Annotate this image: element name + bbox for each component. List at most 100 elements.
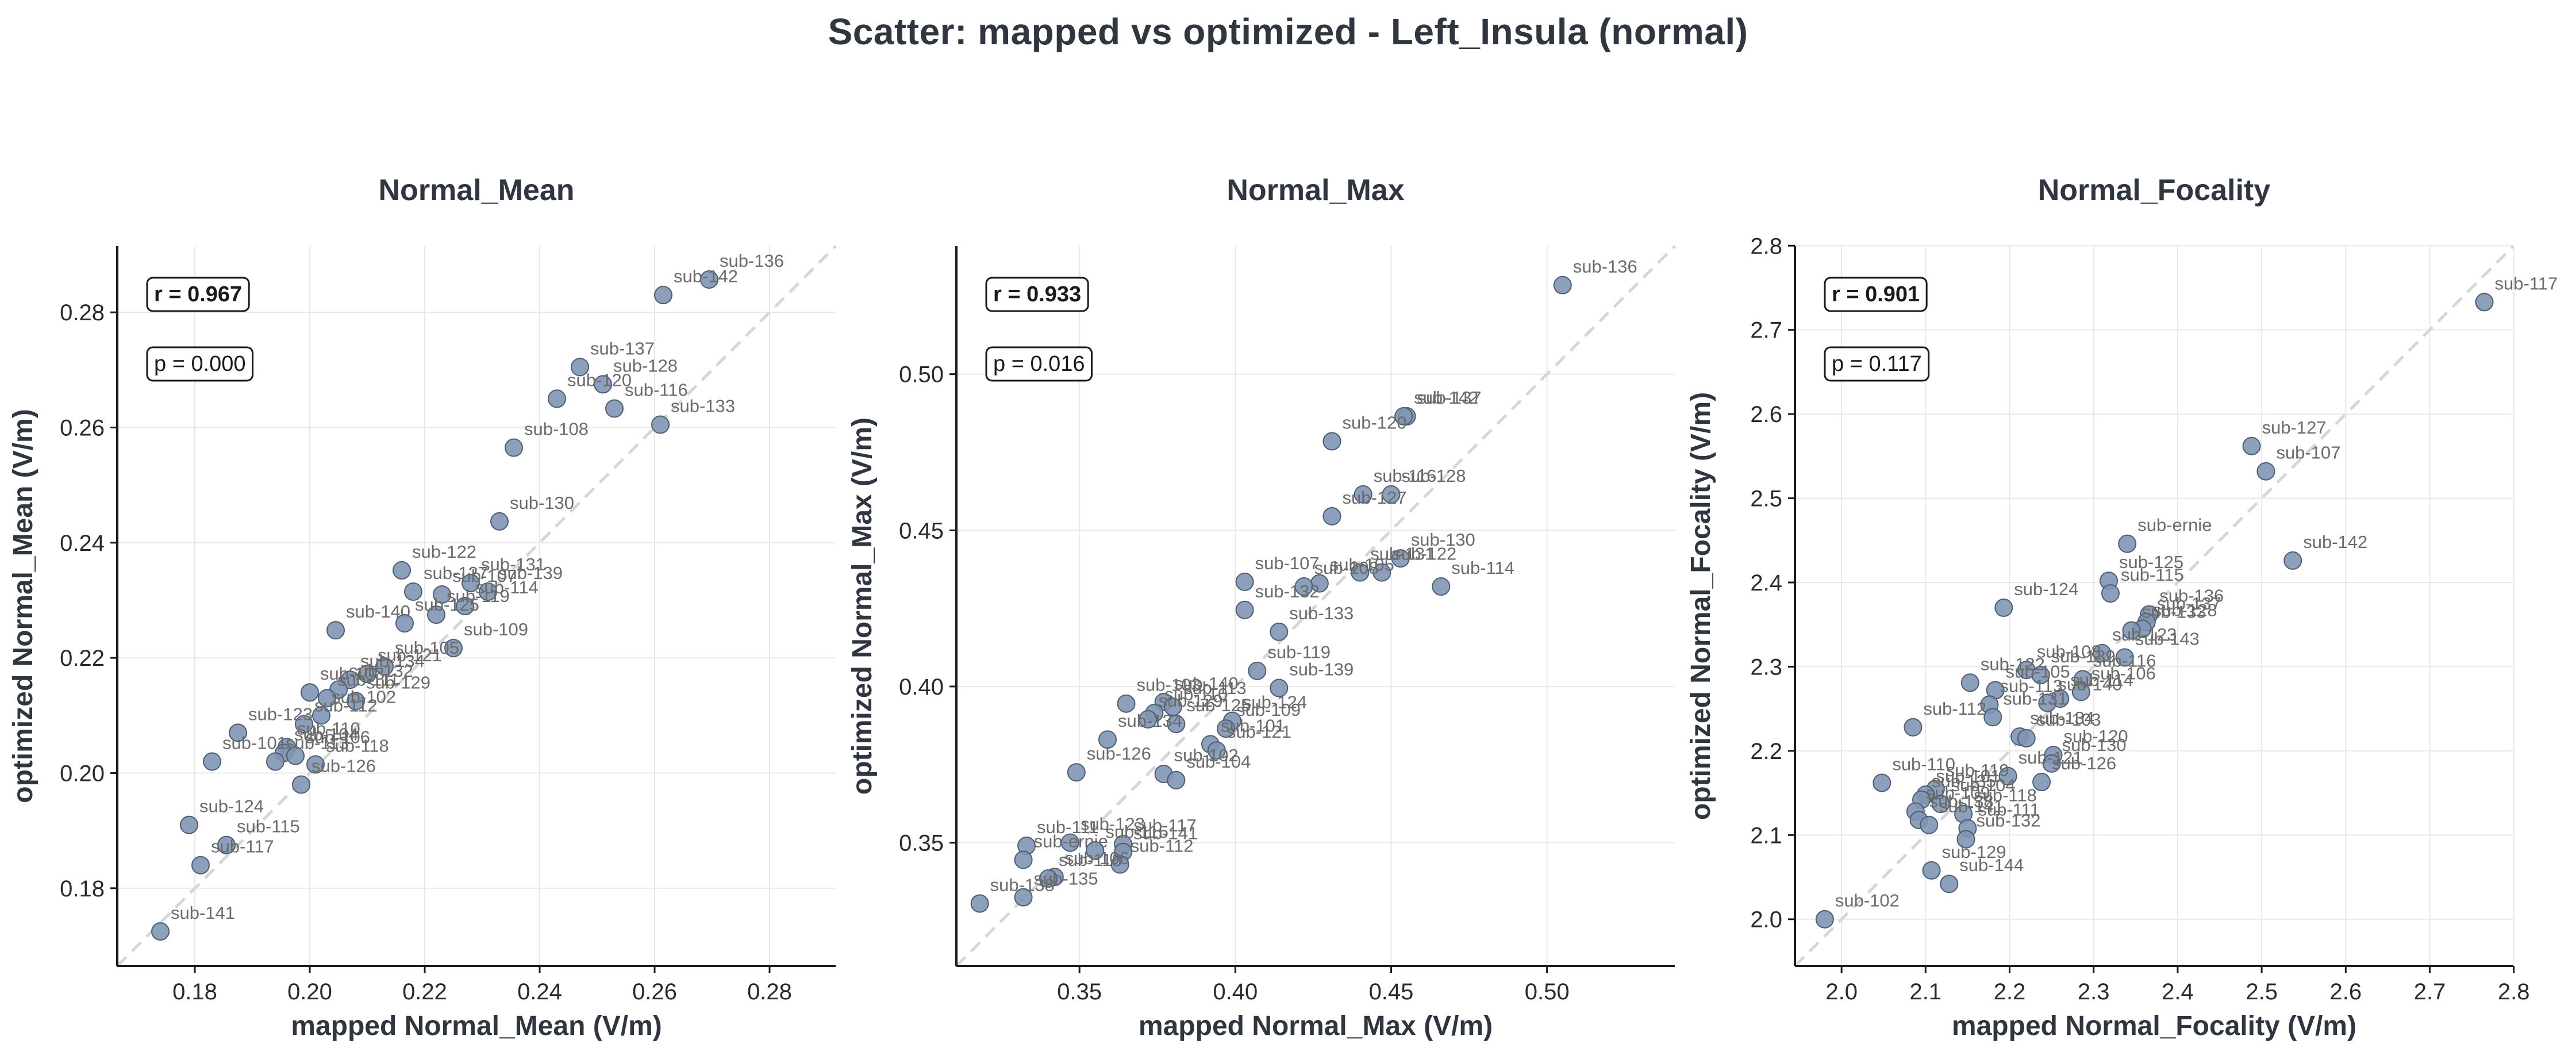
panel-normal-focality: 2.0 2.1 2.2 2.3 2.4 2.5 2.6 2.7 2.8 2.0 2.1 2.2 2.3 2… [1686, 174, 2558, 1041]
point-label: sub-135 [1034, 869, 1098, 889]
point-label: sub-127 [1342, 488, 1406, 508]
point-label: sub-101 [222, 733, 287, 753]
data-point [292, 775, 310, 794]
data-point [654, 286, 672, 305]
data-point [433, 585, 451, 604]
y-tick-label: 2.2 [1750, 739, 1782, 764]
x-tick-label: 0.18 [172, 979, 217, 1005]
data-point [651, 415, 670, 434]
x-axis-label: mapped Normal_Max (V/m) [1139, 1011, 1493, 1041]
point-label: sub-118 [1059, 850, 1122, 870]
x-tick-label: 0.26 [632, 979, 677, 1005]
data-point [2071, 683, 2090, 702]
point-label: sub-107 [2276, 443, 2340, 463]
point-label: sub-120 [567, 370, 632, 390]
point-label: sub-143 [2135, 628, 2200, 649]
point-label: sub-115 [237, 816, 300, 837]
y-tick-label: 0.45 [899, 518, 944, 543]
point-label: sub-124 [2014, 579, 2078, 599]
p-stat-box [1824, 346, 1930, 382]
x-tick-label: 2.8 [2498, 979, 2530, 1005]
data-point [203, 752, 221, 771]
data-point [505, 438, 523, 457]
point-label: sub-107 [1255, 553, 1320, 573]
data-point [1956, 830, 1975, 849]
point-label: sub-132 [349, 661, 413, 681]
point-label: sub-101 [1221, 715, 1285, 735]
data-point [1117, 694, 1136, 713]
point-label: sub-117 [2495, 273, 2558, 293]
panel-title-normal-focality: Normal_Focality [2038, 174, 2271, 207]
data-point [1167, 770, 1186, 789]
y-tick-label: 2.0 [1750, 907, 1782, 933]
point-label: sub-128 [2153, 600, 2217, 620]
data-point [2118, 534, 2137, 553]
point-label: sub-110 [1164, 684, 1228, 704]
point-label: sub-112 [1131, 835, 1194, 856]
y-tick-label: 0.20 [60, 761, 105, 786]
panel-normal-mean: 0.18 0.20 0.22 0.24 0.26 0.28 0.18 0.20 0.22 0.24… [8, 174, 837, 1041]
data-point [312, 706, 330, 725]
x-tick-label: 2.0 [1825, 979, 1858, 1005]
data-point [318, 689, 336, 708]
point-label: sub-142 [2303, 532, 2367, 552]
data-point [700, 270, 718, 289]
x-tick-label: 0.24 [517, 979, 562, 1005]
y-tick-label: 0.26 [60, 416, 105, 441]
point-label: sub-126 [312, 756, 376, 776]
data-point [1217, 719, 1236, 738]
data-point [1983, 708, 2002, 727]
point-label: sub-110 [1892, 754, 1955, 775]
y-tick-label: 0.40 [899, 674, 944, 700]
point-label: sub-114 [475, 577, 539, 597]
data-point [1139, 710, 1158, 729]
point-label: sub-123 [1081, 814, 1145, 834]
panel-title-normal-max: Normal_Max [1227, 174, 1404, 207]
x-tick-label: 0.28 [747, 979, 792, 1005]
point-label: sub-108 [1314, 558, 1379, 578]
data-point [2256, 462, 2275, 481]
point-label: sub-117 [211, 837, 274, 857]
point-label: sub-126 [2052, 753, 2116, 773]
data-point [1060, 833, 1079, 852]
y-axis-label: optimized Normal_Mean (V/m) [8, 409, 39, 803]
point-label: sub-124 [1243, 692, 1307, 712]
data-point [1904, 718, 1923, 737]
data-point [1322, 507, 1341, 526]
y-tick-label: 0.22 [60, 646, 105, 671]
data-point [2031, 666, 2050, 685]
point-label: sub-121 [378, 645, 442, 665]
x-tick-label: 2.4 [2162, 979, 2194, 1005]
point-label: sub-106 [2091, 663, 2156, 683]
point-label: sub-138 [1929, 791, 1994, 811]
data-point [594, 375, 612, 394]
point-label: sub-115 [2121, 565, 2184, 585]
y-tick-label: 0.18 [60, 876, 105, 902]
r-stat-box [1824, 277, 1928, 312]
y-tick-label: 2.1 [1750, 823, 1782, 848]
point-label: sub-107 [452, 566, 517, 586]
r-stat-text: r = 0.933 [993, 282, 1081, 306]
data-point [295, 715, 313, 734]
point-label: sub-112 [314, 695, 378, 715]
data-point [2115, 648, 2134, 667]
point-label: sub-136 [1573, 256, 1637, 277]
data-point [266, 752, 284, 771]
y-tick-label: 2.8 [1750, 233, 1782, 259]
point-label: sub-137 [590, 338, 655, 358]
point-label: sub-113 [1183, 678, 1247, 698]
data-point [286, 746, 305, 765]
point-label: sub-105 [2006, 661, 2070, 681]
point-label: sub-130 [510, 493, 574, 513]
y-axis-label: optimized Normal_Max (V/m) [847, 417, 878, 795]
point-label: sub-125 [1186, 695, 1251, 715]
x-tick-label: 0.40 [1213, 979, 1258, 1005]
data-point [1235, 600, 1254, 619]
point-label: sub-116 [625, 379, 688, 400]
y-tick-label: 0.28 [60, 300, 105, 325]
point-label: sub-132 [1977, 811, 2041, 831]
data-point [462, 573, 480, 592]
data-point [301, 683, 319, 702]
point-label: sub-104 [294, 724, 359, 744]
data-point [1039, 869, 1058, 888]
